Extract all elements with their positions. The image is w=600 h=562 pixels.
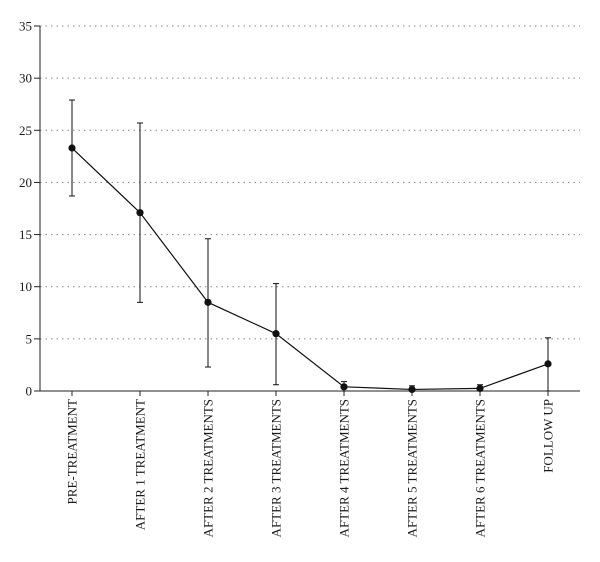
grid-lines bbox=[40, 25, 580, 340]
data-points bbox=[68, 144, 552, 394]
data-point bbox=[408, 385, 416, 394]
series-line bbox=[71, 147, 549, 391]
data-point bbox=[136, 209, 144, 217]
x-tick-label: AFTER 4 TREATMENTS bbox=[337, 399, 352, 537]
y-tick-label: 30 bbox=[19, 71, 32, 86]
data-point bbox=[544, 360, 552, 368]
y-tick-label: 25 bbox=[19, 123, 32, 138]
data-point bbox=[340, 383, 348, 391]
y-tick-label: 35 bbox=[19, 19, 32, 34]
x-tick-label: PRE-TREATMENT bbox=[65, 399, 80, 505]
x-tick-label: AFTER 1 TREATMENT bbox=[133, 399, 148, 530]
y-tick-label: 10 bbox=[19, 279, 32, 294]
y-tick-label: 15 bbox=[19, 227, 32, 242]
x-tick-label: AFTER 3 TREATMENTS bbox=[269, 399, 284, 537]
y-tick-label: 20 bbox=[19, 175, 32, 190]
data-point bbox=[204, 298, 212, 306]
axes bbox=[34, 25, 580, 396]
x-tick-labels: PRE-TREATMENT AFTER 1 TREATMENT AFTER 2 TR… bbox=[65, 399, 556, 537]
data-point bbox=[68, 144, 76, 152]
error-bars bbox=[69, 99, 551, 392]
x-tick-label: FOLLOW UP bbox=[541, 399, 556, 473]
y-tick-label: 5 bbox=[26, 331, 33, 346]
y-tick-label: 0 bbox=[26, 384, 33, 399]
x-tick-label: AFTER 2 TREATMENTS bbox=[201, 399, 216, 537]
data-point bbox=[476, 384, 484, 392]
x-tick-label: AFTER 6 TREATMENTS bbox=[473, 399, 488, 537]
x-tick-label: AFTER 5 TREATMENTS bbox=[405, 399, 420, 537]
data-point bbox=[272, 330, 280, 338]
y-tick-labels: 0 5 10 15 20 25 30 35 bbox=[19, 19, 32, 399]
series-polyline bbox=[71, 147, 549, 391]
